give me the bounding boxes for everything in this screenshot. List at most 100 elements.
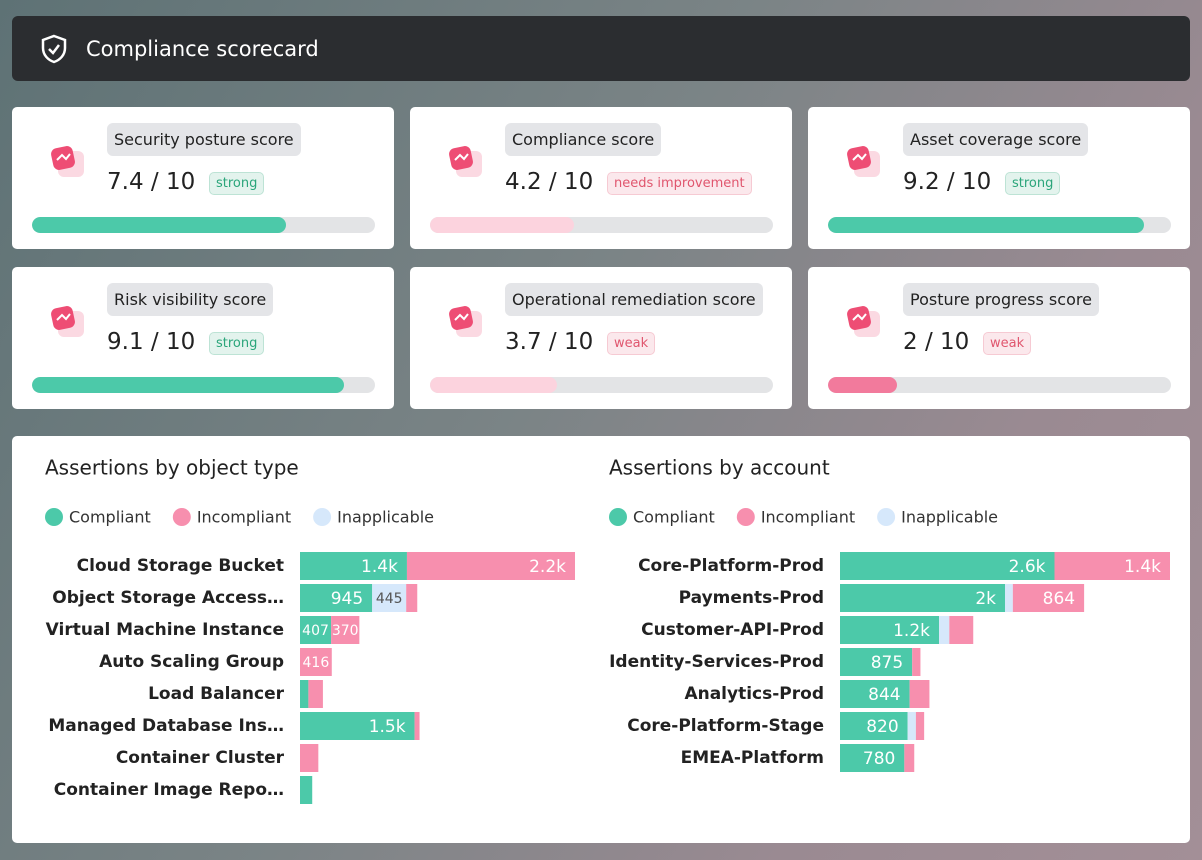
category-label: Customer-API-Prod xyxy=(641,620,824,640)
progress-fill xyxy=(430,377,557,393)
card-title: Posture progress score xyxy=(903,283,1099,316)
card-icon xyxy=(51,306,84,337)
card-score: 7.4 / 10 xyxy=(107,169,196,195)
score-max: 10 xyxy=(563,169,594,195)
bar-segment xyxy=(939,616,950,644)
legend-swatch xyxy=(877,508,896,526)
card-title: Risk visibility score xyxy=(107,283,274,316)
score-value: 4.2 xyxy=(505,169,542,195)
card-icon xyxy=(51,146,84,177)
legend-label: Compliant xyxy=(69,508,151,527)
icon-glyph xyxy=(56,153,71,161)
icon-front xyxy=(51,146,75,170)
icon-glyph xyxy=(454,313,469,321)
card-score: 3.7 / 10 xyxy=(505,329,594,355)
bar-segment xyxy=(414,712,420,740)
card-badge: needs improvement xyxy=(607,172,752,195)
card-title: Operational remediation score xyxy=(505,283,763,316)
value-label: 407 xyxy=(302,623,329,639)
card-badge: strong xyxy=(209,172,265,195)
bar-segment xyxy=(300,776,313,804)
icon-glyph xyxy=(852,313,867,321)
score-card: Security posture score 7.4 / 10 strong xyxy=(12,107,394,249)
card-icon xyxy=(449,146,482,177)
icon-front xyxy=(847,146,871,170)
card-title: Asset coverage score xyxy=(903,123,1089,156)
legend-label: Inapplicable xyxy=(901,508,998,527)
category-label: Payments-Prod xyxy=(679,588,824,608)
category-label: Managed Database Ins… xyxy=(48,716,284,736)
progress-fill xyxy=(32,377,345,393)
progress-track xyxy=(430,217,773,233)
score-max: 10 xyxy=(165,329,196,355)
header: Compliance scorecard xyxy=(12,16,1190,81)
bar-segment xyxy=(331,616,360,644)
bar-segment xyxy=(1005,584,1013,612)
charts-panel: Assertions by object type Compliant Incomp… xyxy=(12,436,1190,843)
card-badge: strong xyxy=(1005,172,1061,195)
category-label: Core-Platform-Prod xyxy=(638,556,824,576)
bar-segment xyxy=(300,712,415,740)
score-value: 7.4 xyxy=(107,169,144,195)
icon-front xyxy=(449,146,473,170)
bar-segment xyxy=(840,648,913,676)
card-badge: weak xyxy=(607,332,656,355)
chart-title: Assertions by object type xyxy=(45,456,299,480)
score-value: 3.7 xyxy=(505,329,542,355)
progress-fill xyxy=(32,217,286,233)
score-card: Asset coverage score 9.2 / 10 strong xyxy=(808,107,1190,249)
legend-label: Inapplicable xyxy=(337,508,434,527)
value-label: 780 xyxy=(863,749,895,769)
bar-segment xyxy=(372,584,407,612)
progress-track xyxy=(828,217,1171,233)
bar-segment xyxy=(406,584,418,612)
category-label: Auto Scaling Group xyxy=(99,652,284,672)
legend-swatch xyxy=(172,508,191,526)
card-badge: strong xyxy=(209,332,265,355)
value-label: 1.4k xyxy=(361,557,398,577)
card-badge: weak xyxy=(983,332,1032,355)
card-icon xyxy=(847,306,880,337)
value-label: 875 xyxy=(871,653,903,673)
progress-track xyxy=(32,217,375,233)
bar-segment xyxy=(300,552,407,580)
shield-icon xyxy=(41,34,67,63)
card-score: 9.2 / 10 xyxy=(903,169,992,195)
bar-segment xyxy=(904,744,915,772)
icon-front xyxy=(449,306,473,330)
card-title: Compliance score xyxy=(505,123,662,156)
chart-title: Assertions by account xyxy=(609,456,830,480)
bar-segment xyxy=(909,680,930,708)
score-card: Operational remediation score 3.7 / 10 wea… xyxy=(410,267,792,409)
bar-segment xyxy=(300,616,332,644)
category-label: Container Cluster xyxy=(116,748,285,768)
bar-segment xyxy=(300,680,309,708)
progress-fill xyxy=(828,377,897,393)
bar-segment xyxy=(840,584,1005,612)
bar-segment xyxy=(915,712,925,740)
score-card: Posture progress score 2 / 10 weak xyxy=(808,267,1190,409)
icon-front xyxy=(51,306,75,330)
category-label: Object Storage Access… xyxy=(52,588,284,608)
value-label: 370 xyxy=(332,623,359,639)
value-label: 945 xyxy=(331,589,363,609)
legend-label: Incompliant xyxy=(197,508,291,527)
bar-segment xyxy=(949,616,974,644)
bar-segment xyxy=(406,552,575,580)
score-cards: Security posture score 7.4 / 10 strong Comp… xyxy=(12,107,1190,409)
value-label: 864 xyxy=(1043,589,1075,609)
bar-segment xyxy=(907,712,916,740)
legend-label: Incompliant xyxy=(761,508,855,527)
value-label: 820 xyxy=(866,717,898,737)
card-icon xyxy=(847,146,880,177)
legend-label: Compliant xyxy=(633,508,715,527)
category-label: Identity-Services-Prod xyxy=(609,652,824,672)
progress-fill xyxy=(430,217,575,233)
category-label: Cloud Storage Bucket xyxy=(77,556,284,576)
bar-segment xyxy=(840,680,910,708)
bar-segment xyxy=(1012,584,1085,612)
progress-track xyxy=(32,377,375,393)
category-label: Load Balancer xyxy=(148,684,285,704)
legend-swatch xyxy=(45,508,63,526)
score-value: 9.1 xyxy=(107,329,144,355)
